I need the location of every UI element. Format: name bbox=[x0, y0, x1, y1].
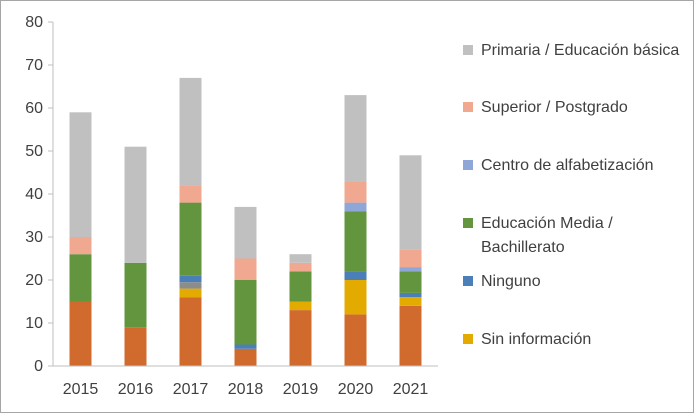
bar-segment bbox=[289, 301, 312, 311]
bar-segment bbox=[344, 95, 367, 182]
x-tick-label: 2021 bbox=[393, 381, 429, 398]
bar-segment bbox=[344, 181, 367, 203]
bar-segment bbox=[234, 206, 257, 259]
bar-segment bbox=[234, 258, 257, 280]
legend-label-centro-alfabetizacion: Centro de alfabetización bbox=[481, 157, 654, 174]
bar-segment bbox=[399, 305, 422, 366]
bar-segment bbox=[399, 155, 422, 250]
bar-segment bbox=[344, 202, 367, 212]
bar-segment bbox=[289, 254, 312, 263]
legend-item-superior: Superior / Postgrado bbox=[463, 96, 681, 120]
legend-swatch-sin-informacion bbox=[463, 334, 473, 344]
bar-segment bbox=[234, 280, 257, 345]
bar-segment bbox=[234, 344, 257, 349]
legend-item-sin-informacion: Sin información bbox=[463, 328, 681, 352]
bar-segment bbox=[124, 146, 147, 263]
y-tick-label: 20 bbox=[25, 272, 43, 289]
y-tick-label: 80 bbox=[25, 14, 43, 31]
bar-segment bbox=[289, 310, 312, 366]
bar-segment bbox=[179, 275, 202, 283]
y-tick-label: 30 bbox=[25, 229, 43, 246]
bar-segment bbox=[179, 77, 202, 186]
bar-segment bbox=[399, 292, 422, 298]
bar-segment bbox=[179, 185, 202, 203]
bar-segment bbox=[344, 271, 367, 280]
bar-segment bbox=[399, 297, 422, 306]
x-tick-label: 2015 bbox=[63, 381, 99, 398]
bar-segment bbox=[69, 112, 92, 237]
legend-swatch-ninguno bbox=[463, 276, 473, 286]
x-tick-label: 2018 bbox=[228, 381, 264, 398]
bar-segment bbox=[69, 301, 92, 366]
bar-segment bbox=[69, 254, 92, 302]
bar-segment bbox=[69, 237, 92, 255]
legend-item-educacion-media: Educación Media / Bachillerato bbox=[463, 212, 681, 260]
bar-segment bbox=[179, 202, 202, 276]
legend-item-centro-alfabetizacion: Centro de alfabetización bbox=[463, 154, 681, 178]
legend-label-primaria: Primaria / Educación básica bbox=[481, 42, 680, 59]
y-tick-label: 60 bbox=[25, 100, 43, 117]
legend-label-educacion-media: Educación Media / Bachillerato bbox=[481, 215, 613, 256]
bar-segment bbox=[344, 314, 367, 366]
legend-label-sin-informacion: Sin información bbox=[481, 331, 592, 348]
bar-segment bbox=[124, 262, 147, 328]
x-tick-label: 2020 bbox=[338, 381, 374, 398]
x-tick-label: 2017 bbox=[173, 381, 209, 398]
legend-label-ninguno: Ninguno bbox=[481, 273, 541, 290]
y-tick-label: 70 bbox=[25, 57, 43, 74]
bar-segment bbox=[289, 262, 312, 272]
legend-item-primaria: Primaria / Educación básica bbox=[463, 39, 681, 63]
bar-segment bbox=[234, 348, 257, 366]
bar-segment bbox=[344, 280, 367, 315]
y-tick-label: 40 bbox=[25, 186, 43, 203]
legend-swatch-educacion-media bbox=[463, 218, 473, 228]
legend-label-superior: Superior / Postgrado bbox=[481, 99, 628, 116]
x-tick-label: 2019 bbox=[283, 381, 319, 398]
bar-segment bbox=[399, 271, 422, 293]
legend-swatch-superior bbox=[463, 102, 473, 112]
y-tick-label: 10 bbox=[25, 315, 43, 332]
y-tick-label: 0 bbox=[34, 358, 43, 375]
x-tick-label: 2016 bbox=[118, 381, 154, 398]
legend-item-ninguno: Ninguno bbox=[463, 270, 681, 294]
bar-segment bbox=[399, 267, 422, 272]
bar-segment bbox=[179, 282, 202, 289]
bar-segment bbox=[124, 327, 147, 366]
legend-swatch-centro-alfabetizacion bbox=[463, 160, 473, 170]
legend-swatch-primaria bbox=[463, 45, 473, 55]
bar-segment bbox=[179, 297, 202, 366]
bar-segment bbox=[399, 249, 422, 268]
bar-segment bbox=[179, 288, 202, 298]
bar-segment bbox=[289, 271, 312, 302]
bar-segment bbox=[344, 211, 367, 272]
y-tick-label: 50 bbox=[25, 143, 43, 160]
